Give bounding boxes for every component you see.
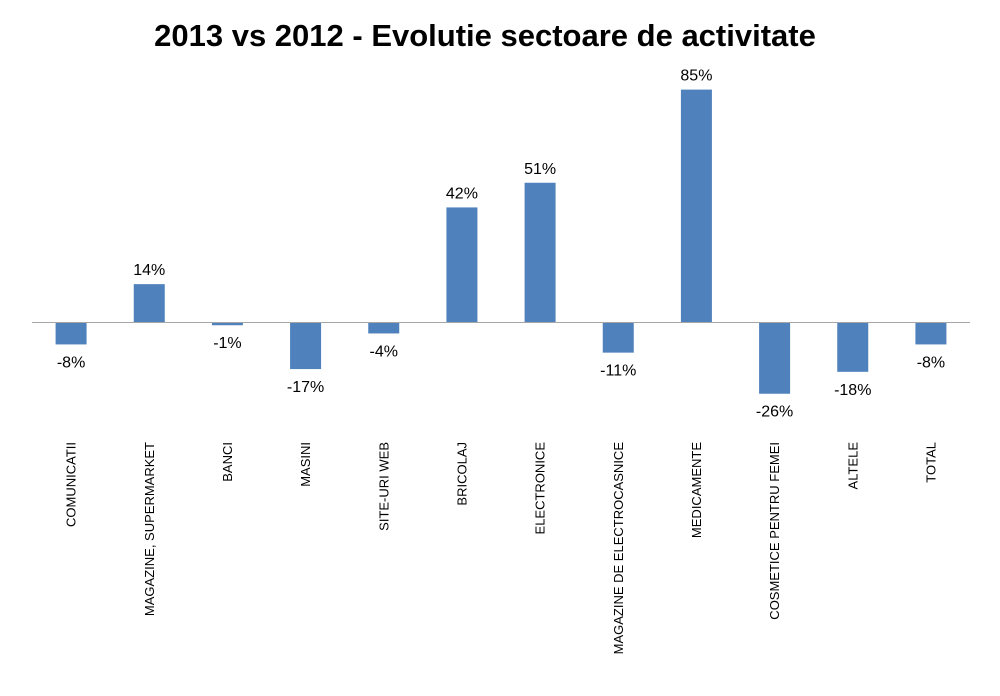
data-label: 51% [524,161,556,178]
data-labels-group: -8% 14% -1% -17% -4% 42% 51% -11% 85% -26% -18% -8% [57,68,945,421]
category-label: SITE-URI WEB [376,442,391,531]
bar [211,322,243,326]
category-label: BRICOLAJ [454,442,469,506]
category-label: MAGAZINE DE ELECTROCASNICE [611,442,626,655]
bar [290,322,322,370]
category-label: MAGAZINE, SUPERMARKET [142,442,157,616]
data-label: 42% [446,185,478,202]
chart-title: 2013 vs 2012 - Evolutie sectoare de acti… [154,18,816,53]
category-label: TOTAL [923,442,938,483]
bar [759,322,791,394]
category-label: MEDICAMENTE [689,442,704,538]
bar [55,322,87,345]
bar [524,182,556,323]
bar [368,322,400,334]
data-label: 85% [680,68,712,85]
data-label: -8% [917,354,945,371]
bar [446,207,478,323]
data-label: -18% [834,382,871,399]
data-label: -4% [370,343,398,360]
bars-group [55,89,947,394]
category-label: COMUNICATII [64,442,79,527]
category-label: ALTELE [845,442,860,490]
bar [915,322,947,345]
bar [602,322,634,353]
data-label: -8% [57,354,85,371]
data-label: -11% [600,363,636,380]
category-label: COSMETICE PENTRU FEMEI [767,442,782,620]
bar [133,284,165,323]
category-label: MASINI [298,442,313,487]
data-label: 14% [133,262,165,279]
data-label: -26% [756,404,793,421]
data-label: -17% [287,379,324,396]
category-label: ELECTRONICE [533,442,548,535]
data-label: -1% [213,335,241,352]
bar [680,89,712,323]
category-label: BANCI [220,442,235,482]
category-labels-group: COMUNICATII MAGAZINE, SUPERMARKET BANCI MAS… [64,442,939,655]
bar [837,322,869,372]
